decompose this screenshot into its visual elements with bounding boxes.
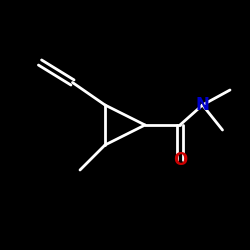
Text: N: N — [196, 96, 209, 114]
Text: O: O — [173, 151, 187, 169]
